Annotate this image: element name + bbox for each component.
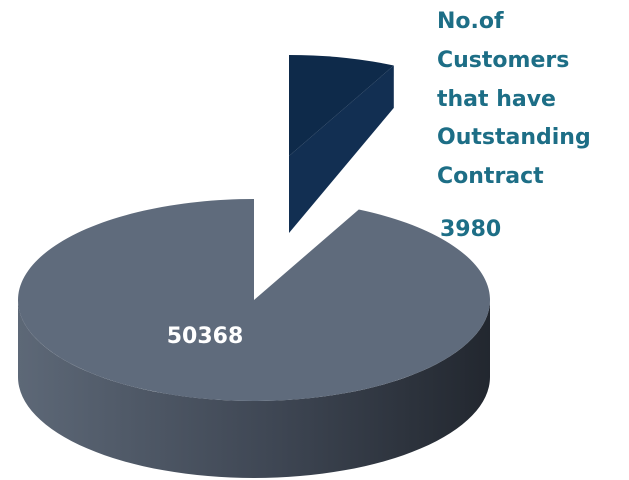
callout-line: Customers [437, 48, 569, 73]
callout-line: that have [437, 87, 556, 112]
pie-slice-top [17, 199, 490, 401]
pie-slice-top [289, 55, 394, 156]
slice-small [289, 55, 394, 233]
pie-slice-cut-face [289, 65, 394, 233]
slice-large [17, 199, 490, 478]
callout-label: No.of Customers that have Outstanding Co… [437, 9, 591, 189]
callout-line: Outstanding [437, 125, 591, 150]
callout-line: No.of [437, 9, 504, 34]
callout-line: Contract [437, 164, 544, 189]
pie-slice-side [18, 300, 490, 478]
slice-value-label-small: 3980 [440, 217, 501, 242]
slice-value-label-large: 50368 [167, 324, 244, 349]
